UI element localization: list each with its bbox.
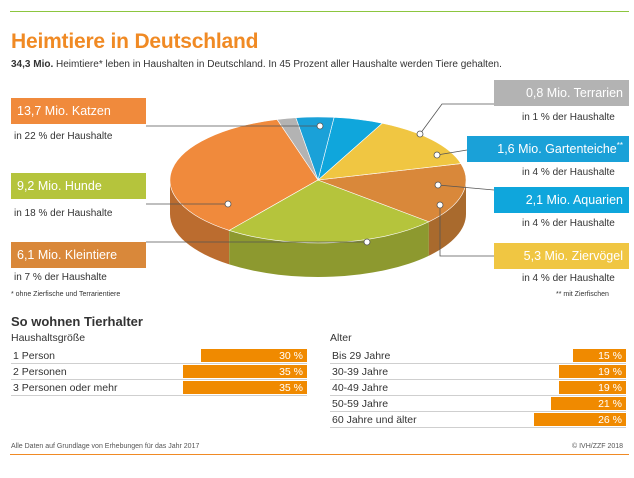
share-gartenteiche: in 4 % der Haushalte — [522, 167, 615, 178]
leader-dot-gartenteiche — [433, 151, 441, 159]
share-hunde: in 18 % der Haushalte — [14, 208, 113, 219]
leader-ziervoegel — [439, 205, 494, 257]
haushalt-row-label: 3 Personen oder mehr — [13, 382, 118, 394]
leader-dot-aquarien — [434, 181, 442, 189]
label-ziervoegel: 5,3 Mio. Ziervögel — [494, 243, 629, 269]
table-haushalt-heading: Haushaltsgröße — [11, 332, 86, 344]
alter-row-bar: 19 % — [558, 365, 626, 378]
label-ziervoegel-text: 5,3 Mio. Ziervögel — [523, 249, 623, 263]
pie-slice-ziervoegel — [317, 122, 462, 181]
leader-dot-kleintiere — [363, 238, 371, 246]
haushalt-row-bar: 35 % — [182, 365, 307, 378]
footer-copyright: © IVH/ZZF 2018 — [572, 443, 624, 450]
label-kleintiere: 6,1 Mio. Kleintiere — [11, 242, 146, 268]
alter-row-label: 40-49 Jahre — [332, 382, 389, 394]
share-katzen: in 22 % der Haushalte — [14, 131, 113, 142]
alter-row-bar: 26 % — [533, 413, 626, 426]
leader-dot-ziervoegel — [436, 201, 444, 209]
pie-depth-layer — [169, 180, 466, 277]
label-katzen: 13,7 Mio. Katzen — [11, 98, 146, 124]
alter-row-value: 19 % — [598, 382, 622, 394]
alter-row-value: 21 % — [598, 398, 622, 410]
alter-row-value: 26 % — [598, 414, 622, 426]
chart-subtitle: 34,3 Mio. Heimtiere* leben in Haushalten… — [11, 59, 502, 70]
alter-row-value: 19 % — [598, 366, 622, 378]
pie-slice-kleintiere — [317, 163, 467, 223]
alter-row-label: 60 Jahre und älter — [332, 414, 417, 426]
share-terrarien: in 1 % der Haushalte — [522, 112, 615, 123]
share-ziervoegel: in 4 % der Haushalte — [522, 273, 615, 284]
pie-slice-terrarien — [276, 117, 319, 181]
top-divider — [10, 11, 629, 12]
pie-side-hunde — [229, 221, 429, 277]
haushalt-row-value: 35 % — [279, 382, 303, 394]
leader-dot-hunde — [224, 200, 232, 208]
pie-slice-hunde — [228, 179, 430, 244]
pie-top-layer — [169, 116, 467, 244]
haushalt-row-bar: 30 % — [200, 349, 307, 362]
alter-row-bar: 21 % — [551, 397, 626, 410]
leader-gartenteiche — [436, 149, 468, 156]
haushalt-row-label: 1 Person — [13, 350, 56, 362]
alter-row: 60 Jahre und älter 26 % — [330, 412, 626, 428]
haushalt-row-value: 35 % — [279, 366, 303, 378]
label-hunde: 9,2 Mio. Hunde — [11, 173, 146, 199]
footnote-right: ** mit Zierfischen — [556, 291, 609, 298]
alter-row: Bis 29 Jahre 15 % — [330, 348, 626, 364]
bottom-divider — [10, 454, 629, 455]
haushalt-row-bar: 35 % — [182, 381, 307, 394]
label-katzen-text: 13,7 Mio. Katzen — [17, 104, 111, 118]
alter-row: 30-39 Jahre 19 % — [330, 364, 626, 380]
alter-row-value: 15 % — [598, 350, 622, 362]
leader-terrarien — [419, 103, 494, 135]
haushalt-row: 1 Person 30 % — [11, 348, 307, 364]
alter-row-bar: 15 % — [572, 349, 626, 362]
haushalt-row-value: 30 % — [279, 350, 303, 362]
leader-lines — [146, 103, 495, 257]
alter-row-label: 30-39 Jahre — [332, 366, 389, 378]
pie-side-katzen — [169, 180, 230, 265]
leader-dot-terrarien — [416, 130, 424, 138]
footer-source: Alle Daten auf Grundlage von Erhebungen … — [11, 443, 200, 450]
leader-aquarien — [437, 184, 495, 191]
subtitle-total: 34,3 Mio. — [11, 59, 54, 70]
table-alter-heading: Alter — [330, 332, 352, 344]
label-hunde-text: 9,2 Mio. Hunde — [17, 179, 102, 193]
alter-row-label: 50-59 Jahre — [332, 398, 389, 410]
label-aquarien-text: 2,1 Mio. Aquarien — [525, 193, 623, 207]
label-aquarien: 2,1 Mio. Aquarien — [494, 187, 629, 213]
haushalt-row: 3 Personen oder mehr 35 % — [11, 380, 307, 396]
leader-dot-katzen — [316, 122, 324, 130]
pie-side-kleintiere — [428, 180, 466, 256]
alter-row: 50-59 Jahre 21 % — [330, 396, 626, 412]
label-gartenteiche-text: 1,6 Mio. Gartenteiche — [497, 142, 617, 156]
chart-title: Heimtiere in Deutschland — [11, 30, 259, 53]
section-title: So wohnen Tierhalter — [11, 314, 143, 329]
alter-row-label: Bis 29 Jahre — [332, 350, 391, 362]
label-gartenteiche-sup: ** — [616, 140, 623, 150]
subtitle-text: Heimtiere* leben in Haushalten in Deutsc… — [53, 59, 502, 70]
pie-slice-katzen — [169, 119, 319, 231]
footnote-left: * ohne Zierfische und Terrarientiere — [11, 291, 121, 298]
share-aquarien: in 4 % der Haushalte — [522, 218, 615, 229]
share-kleintiere: in 7 % der Haushalte — [14, 272, 107, 283]
alter-row-bar: 19 % — [558, 381, 626, 394]
label-gartenteiche: 1,6 Mio. Gartenteiche** — [467, 136, 629, 162]
label-terrarien: 0,8 Mio. Terrarien — [494, 80, 629, 106]
haushalt-row: 2 Personen 35 % — [11, 364, 307, 380]
alter-row: 40-49 Jahre 19 % — [330, 380, 626, 396]
label-terrarien-text: 0,8 Mio. Terrarien — [525, 86, 623, 100]
label-kleintiere-text: 6,1 Mio. Kleintiere — [17, 248, 118, 262]
haushalt-row-label: 2 Personen — [13, 366, 67, 378]
